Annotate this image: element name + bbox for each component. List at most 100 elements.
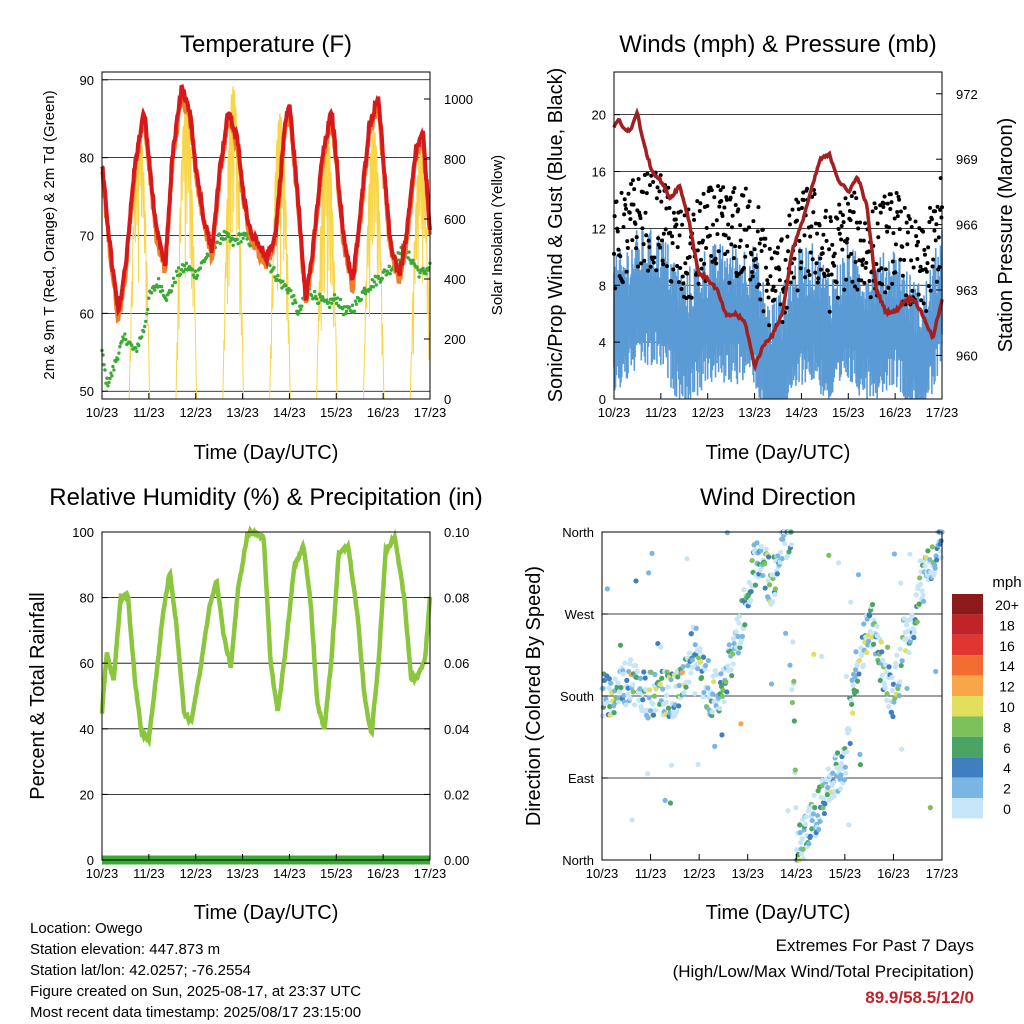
legend-swatch (952, 675, 983, 696)
wind-direction-point (663, 699, 669, 705)
wind-gust-point (631, 202, 636, 207)
wind-gust-point (770, 288, 775, 293)
wind-gust-point (741, 193, 746, 198)
wind-gust-point (840, 213, 845, 218)
wind-gust-point (835, 216, 840, 221)
dewpoint-point (130, 343, 134, 348)
x-tick-label: 12/23 (691, 405, 724, 420)
wind-gust-point (696, 281, 701, 286)
wind-direction-point (831, 793, 837, 799)
wind-gust-point (778, 302, 783, 307)
wind-direction-point (826, 552, 832, 558)
y-tick-label: 0 (87, 853, 94, 868)
wind-direction-point (620, 671, 626, 677)
wind-gust-point (768, 274, 773, 279)
wind-direction-point (860, 662, 866, 668)
legend-label: 0 (1003, 801, 1011, 817)
wind-gust-point (761, 309, 766, 314)
wind-gust-point (769, 256, 774, 261)
wind-gust-point (790, 207, 795, 212)
wind-direction-point (766, 582, 773, 588)
wind-direction-point (911, 629, 917, 635)
x-tick-label: 17/23 (414, 866, 447, 881)
wind-gust-point (799, 206, 804, 211)
dewpoint-point (227, 235, 231, 239)
wind-direction-point (783, 630, 789, 636)
wind-gust-point (727, 280, 732, 285)
dewpoint-point (423, 269, 427, 273)
wind-gust-point (759, 248, 764, 253)
x-tick-label: 11/23 (133, 866, 165, 881)
wind-gust-point (737, 244, 742, 249)
dewpoint-point (353, 299, 358, 303)
y-tick-label: 0.04 (444, 722, 469, 737)
wind-direction-point (932, 565, 938, 571)
x-tick-label: 14/23 (273, 405, 306, 420)
legend-swatch (952, 696, 983, 717)
wind-direction-point (615, 680, 621, 686)
wind-direction-point (624, 677, 630, 683)
wind-direction-point (660, 686, 666, 692)
dewpoint-point (171, 276, 176, 280)
wind-gust-point (915, 257, 920, 262)
x-tick-label: 16/23 (367, 405, 400, 420)
wind-direction-point (907, 551, 913, 557)
wind-gust-point (868, 295, 873, 300)
wind-gust-point (658, 173, 663, 178)
wind-gust-point (758, 297, 763, 302)
wind-gust-point (661, 231, 666, 236)
wind-direction-point (650, 701, 656, 707)
wind-direction-point (698, 659, 704, 665)
winds-series (612, 107, 944, 399)
temperature-y-ticks-left: 50 60 70 80 90 (80, 73, 108, 399)
wind-gust-point (714, 218, 719, 223)
wind-gust-point (939, 215, 944, 220)
wind-direction-point (622, 660, 628, 666)
wind-gust-point (647, 245, 652, 250)
wind-direction-point (806, 841, 812, 847)
wind-gust-point (671, 210, 676, 215)
wind-gust-point (776, 245, 780, 250)
wind-direction-point (705, 658, 711, 664)
wind-direction-point (810, 811, 816, 817)
wind-gust-point (896, 194, 901, 199)
dewpoint-point (342, 305, 347, 309)
wind-direction-point (692, 642, 698, 648)
wind-direction-point (792, 767, 798, 773)
wind-gust-point (748, 277, 753, 282)
dewpoint-point (387, 264, 391, 269)
wind-gust-point (717, 204, 722, 209)
wind-gust-point (640, 226, 645, 231)
wind-direction-point (789, 699, 796, 706)
wind-gust-point (818, 256, 823, 261)
wind-gust-point (646, 238, 651, 243)
wind-direction-point (837, 776, 843, 782)
dewpoint-point (292, 293, 296, 298)
wind-direction-point (633, 578, 639, 584)
wind-direction-point (738, 637, 745, 643)
dewpoint-point (152, 288, 157, 292)
wind-gust-point (905, 242, 910, 247)
y-tick-label: 972 (956, 87, 978, 102)
x-tick-label: 17/23 (926, 405, 959, 420)
legend-swatch (952, 634, 983, 656)
wind-direction-point (685, 663, 691, 669)
wind-gust-point (794, 218, 799, 223)
dewpoint-point (182, 263, 187, 268)
x-tick-label: 10/23 (86, 405, 119, 420)
wind-direction-point (849, 701, 855, 708)
wind-gust-point (722, 205, 727, 210)
wind-gust-point (657, 189, 662, 194)
wind-direction-point (856, 657, 863, 664)
wind-gust-point (902, 257, 907, 262)
pressure-line (612, 107, 944, 372)
temperature-series (100, 84, 432, 400)
wind-gust-point (699, 257, 704, 262)
wind-direction-point (909, 612, 915, 618)
wind-gust-point (859, 278, 864, 283)
wind-gust-point (786, 249, 791, 254)
dewpoint-point (143, 324, 147, 329)
dewpoint-point (108, 376, 112, 381)
dewpoint-point (294, 300, 298, 305)
